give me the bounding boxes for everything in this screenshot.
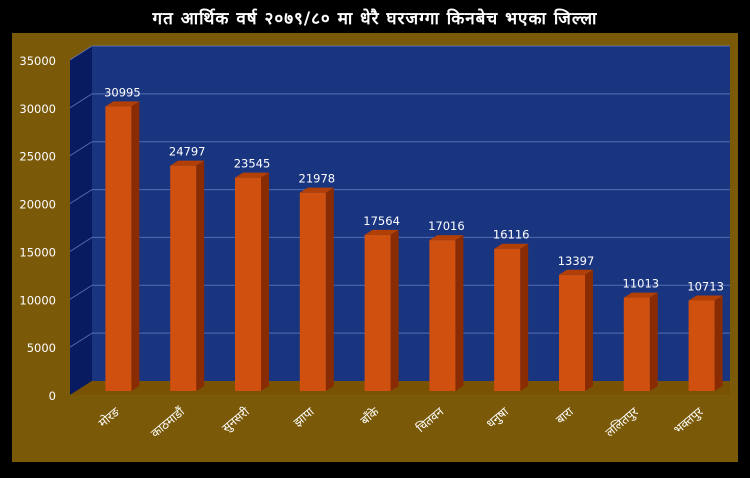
bar-front bbox=[105, 106, 132, 392]
bar-top bbox=[429, 235, 464, 241]
side-wall bbox=[70, 46, 92, 395]
bar-side bbox=[196, 160, 205, 391]
bar-front bbox=[623, 297, 650, 391]
y-tick-label: 35000 bbox=[19, 54, 56, 68]
bar-front bbox=[364, 234, 391, 391]
bar-top bbox=[170, 160, 205, 166]
bars bbox=[105, 101, 723, 392]
bar-front bbox=[170, 165, 197, 391]
bar-side bbox=[649, 292, 658, 391]
chart-title: गत आर्थिक वर्ष २०७९/८० मा धेरै घरजग्गा क… bbox=[152, 9, 598, 29]
data-label: 24797 bbox=[169, 145, 206, 159]
bar-4 bbox=[299, 187, 334, 391]
bar-top bbox=[494, 243, 529, 249]
bar-3 bbox=[235, 172, 269, 391]
bar-side bbox=[585, 269, 593, 391]
y-tick-label: 20000 bbox=[19, 198, 56, 212]
bar-5 bbox=[364, 229, 399, 391]
bar-side bbox=[520, 243, 529, 391]
data-label: 11013 bbox=[623, 277, 660, 291]
gridline-side bbox=[69, 284, 93, 300]
bar-top bbox=[299, 187, 334, 193]
data-label: 23545 bbox=[234, 157, 271, 171]
y-tick-label: 30000 bbox=[19, 102, 56, 116]
bar-6 bbox=[429, 235, 464, 391]
bar-9 bbox=[623, 292, 658, 391]
data-label: 10713 bbox=[687, 279, 724, 293]
bar-side bbox=[131, 101, 140, 392]
bar-side bbox=[390, 229, 399, 391]
bar-1 bbox=[105, 101, 140, 392]
data-label: 13397 bbox=[558, 254, 595, 268]
gridline-side bbox=[69, 141, 93, 157]
gridline-side bbox=[69, 332, 93, 348]
bar-side bbox=[455, 235, 464, 391]
bar-front bbox=[235, 177, 261, 391]
y-tick-label: 0 bbox=[49, 389, 56, 403]
data-label: 17016 bbox=[428, 219, 465, 233]
bar-front bbox=[559, 274, 585, 391]
y-tick-label: 25000 bbox=[19, 150, 56, 164]
y-axis-ticks: 0 5000 10000 15000 20000 25000 30000 35000 bbox=[19, 54, 56, 403]
gridline-side bbox=[69, 237, 93, 252]
bar-top bbox=[688, 295, 723, 301]
bar-10 bbox=[688, 295, 723, 391]
gridline-side bbox=[69, 189, 93, 204]
bar-8 bbox=[559, 269, 593, 391]
data-label: 17564 bbox=[363, 214, 400, 228]
bar-top bbox=[364, 229, 399, 235]
bar-top bbox=[559, 269, 593, 275]
bar-7 bbox=[494, 243, 529, 391]
bar-front bbox=[429, 240, 456, 391]
gridline-side bbox=[69, 45, 93, 61]
bar-front bbox=[688, 300, 715, 391]
y-tick-label: 15000 bbox=[19, 245, 56, 259]
y-tick-label: 10000 bbox=[19, 293, 56, 307]
bar-top bbox=[105, 101, 140, 107]
bar-top bbox=[623, 292, 658, 298]
bar-top bbox=[235, 172, 269, 178]
bar-side bbox=[261, 172, 269, 391]
bar-front bbox=[494, 248, 521, 391]
gridline-side bbox=[69, 93, 93, 109]
bar-2 bbox=[170, 160, 205, 391]
bar-front bbox=[299, 192, 326, 391]
data-labels: 30995 24797 23545 21978 17564 17016 16116 13397… bbox=[104, 85, 724, 293]
data-label: 30995 bbox=[104, 85, 141, 99]
data-label: 21978 bbox=[299, 172, 336, 186]
bar-side bbox=[714, 295, 723, 391]
data-label: 16116 bbox=[493, 228, 530, 242]
y-tick-label: 5000 bbox=[27, 341, 56, 355]
bar-side bbox=[325, 187, 334, 391]
